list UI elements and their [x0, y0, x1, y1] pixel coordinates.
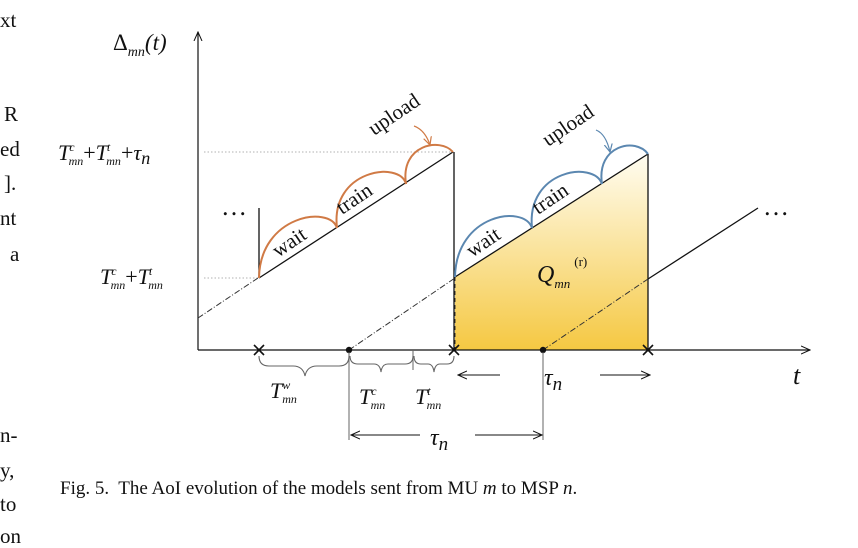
caption-prefix: Fig. 5.	[60, 478, 110, 499]
margin-text-6: a	[10, 242, 20, 266]
y-tick-upper: Tc mn+Tt mn+τn	[58, 140, 150, 168]
aoi-ramp-1	[258, 151, 454, 279]
brace-tw	[258, 355, 350, 377]
brace-tc	[349, 355, 414, 373]
margin-text-4: ].	[4, 171, 17, 195]
arc-upload-1	[404, 144, 454, 185]
upload-arrow-1	[413, 125, 430, 145]
q-area-fill	[455, 154, 648, 350]
arc-wait-1	[258, 215, 338, 279]
margin-text-5: nt	[0, 206, 17, 230]
aoi-ramp-3	[647, 207, 759, 280]
upload-arrow-2	[595, 129, 610, 152]
label-tc: Tc mn	[359, 384, 385, 412]
margin-text-3: ed	[0, 137, 20, 161]
marker-dot-2	[539, 346, 547, 354]
label-wait-1: wait	[267, 222, 311, 262]
margin-text-7: n-	[0, 423, 18, 447]
y-tick-lower: Tc mn+Tt mn	[100, 264, 163, 292]
caption-text-b: to MSP	[496, 478, 564, 499]
marker-x-1	[253, 344, 265, 356]
marker-dot-1	[345, 346, 353, 354]
margin-text-2: R	[4, 102, 19, 126]
caption-var-n: n	[563, 478, 573, 499]
margin-text-8: y,	[0, 458, 15, 482]
arc-upload-2	[600, 144, 649, 185]
marker-x-2	[448, 344, 460, 356]
figure-caption: Fig. 5. The AoI evolution of the models …	[60, 478, 577, 500]
label-upload-2: upload	[537, 99, 598, 151]
label-tw: Tw mn	[270, 378, 297, 406]
label-train-1: train	[331, 177, 377, 219]
ellipsis-right: …	[763, 192, 789, 221]
arc-train-2	[530, 170, 603, 229]
ellipsis-left: …	[221, 192, 247, 221]
aoi-dashdot-1	[197, 277, 259, 319]
area-label-q: Qmn(r)	[537, 254, 587, 291]
aoi-dashdot-2	[348, 277, 456, 351]
caption-text-c: .	[572, 478, 578, 499]
aoi-dashdot-3	[542, 278, 649, 351]
y-axis-label: Δmn(t)	[113, 30, 167, 60]
marker-x-3	[642, 344, 654, 356]
label-tau-upper: τn	[544, 365, 562, 395]
label-tau-lower: τn	[430, 425, 448, 455]
brace-tt	[413, 355, 455, 373]
margin-text-1: xt	[0, 8, 17, 32]
caption-var-m: m	[482, 478, 497, 499]
caption-text-a: The AoI evolution of the models sent fro…	[118, 478, 483, 499]
label-tt: Tt mn	[415, 384, 441, 412]
arc-train-1	[335, 170, 407, 229]
arc-wait-2	[454, 215, 533, 278]
x-axis-label: t	[793, 361, 801, 390]
margin-text-9: to	[0, 492, 17, 516]
label-upload-1: upload	[363, 88, 424, 140]
aoi-ramp-2	[454, 153, 649, 278]
